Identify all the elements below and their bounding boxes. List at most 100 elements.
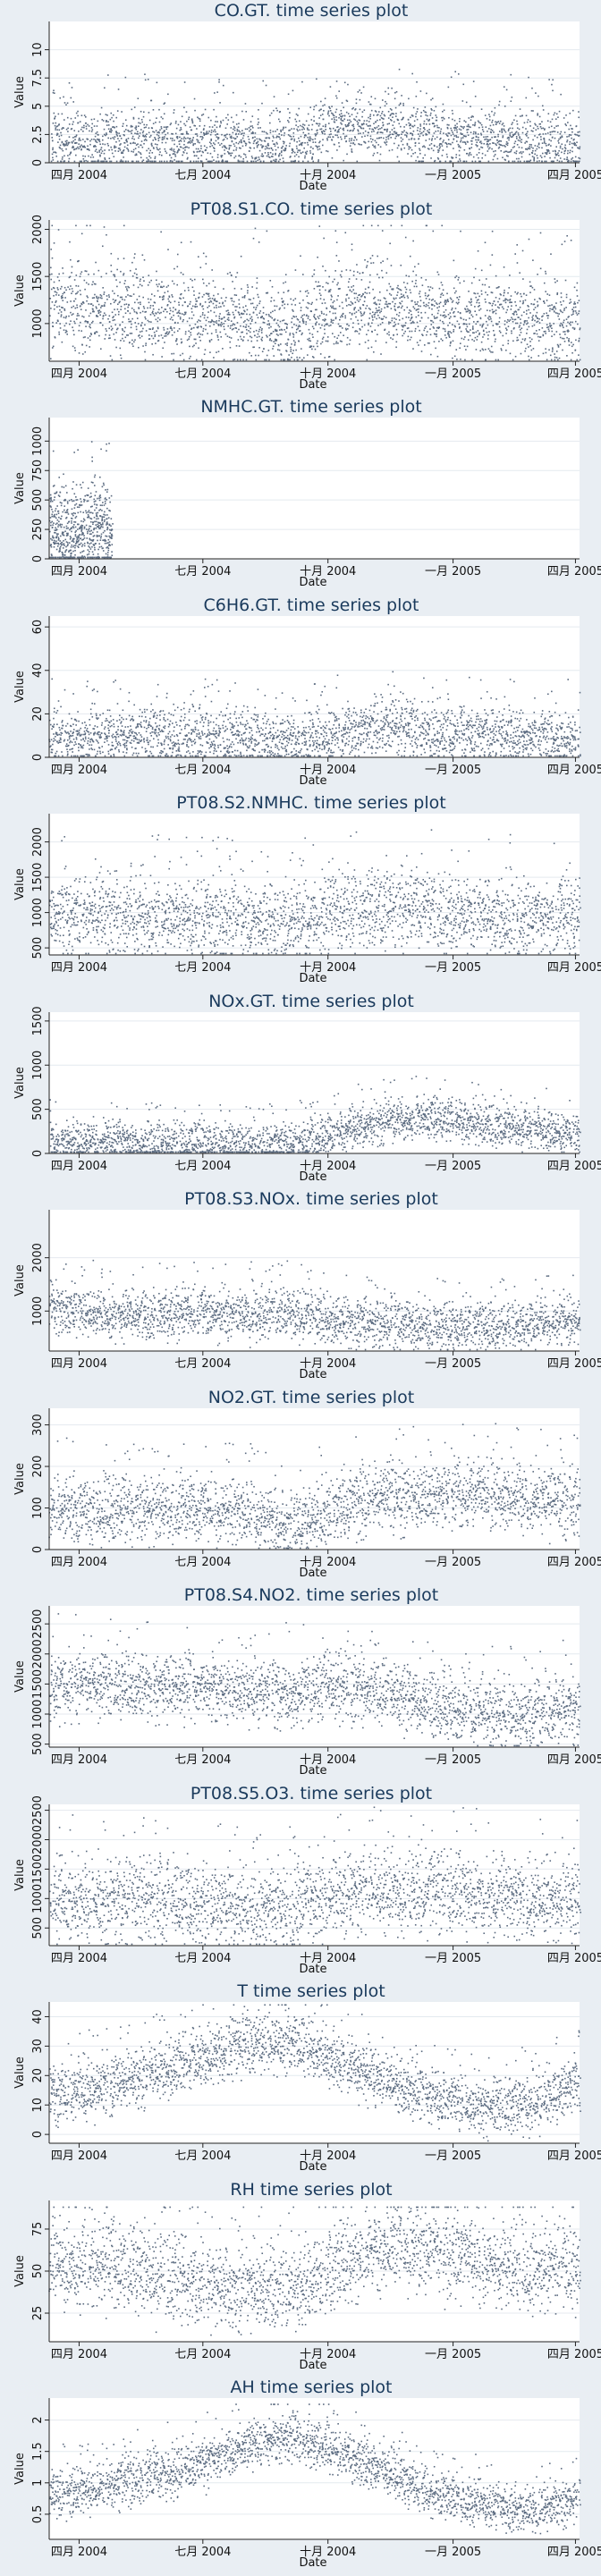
data-point <box>557 359 559 360</box>
data-point <box>295 316 297 317</box>
data-point <box>159 296 161 298</box>
data-point <box>574 145 576 147</box>
data-point <box>240 335 241 337</box>
data-point <box>155 161 157 163</box>
data-point <box>185 311 187 313</box>
data-point <box>219 125 221 127</box>
data-point <box>478 157 479 159</box>
data-point <box>437 151 439 153</box>
data-point <box>279 139 281 140</box>
data-point <box>407 295 409 297</box>
data-point <box>206 158 207 160</box>
data-point <box>164 126 165 128</box>
data-point <box>300 334 302 335</box>
data-point <box>127 294 129 296</box>
data-point <box>569 152 571 154</box>
data-point <box>317 256 318 258</box>
data-point <box>157 327 159 329</box>
data-point <box>300 142 302 144</box>
data-point <box>81 127 83 129</box>
data-point <box>396 287 398 289</box>
data-point <box>229 134 231 136</box>
data-point <box>123 224 125 226</box>
data-point <box>562 243 563 245</box>
data-point <box>158 132 160 134</box>
data-point <box>273 110 275 112</box>
data-point <box>428 289 430 291</box>
data-point <box>239 307 241 308</box>
data-point <box>61 285 63 287</box>
data-point <box>227 335 229 337</box>
data-point <box>369 125 371 127</box>
data-point <box>380 300 382 301</box>
data-point <box>109 321 111 323</box>
data-point <box>191 317 193 319</box>
data-point <box>170 138 172 139</box>
data-point <box>350 304 351 306</box>
data-point <box>537 333 538 334</box>
data-point <box>182 161 183 163</box>
x-tick-label: 七月 2004 <box>174 169 231 182</box>
data-point <box>553 161 554 163</box>
data-point <box>78 148 80 149</box>
data-point <box>442 120 444 122</box>
data-point <box>566 293 568 295</box>
data-point <box>226 138 228 139</box>
data-point <box>411 156 412 157</box>
data-point <box>116 132 118 134</box>
data-point <box>481 290 483 291</box>
data-point <box>246 313 248 315</box>
data-point <box>359 144 360 146</box>
data-point <box>379 160 381 162</box>
data-point <box>136 144 138 146</box>
data-point <box>330 299 332 300</box>
data-point <box>218 319 220 321</box>
data-point <box>514 291 516 292</box>
data-point <box>167 291 169 292</box>
data-point <box>102 317 104 319</box>
data-point <box>63 329 65 331</box>
data-point <box>443 305 444 307</box>
data-point <box>123 123 124 125</box>
data-point <box>255 308 257 310</box>
data-point <box>527 322 529 324</box>
data-point <box>268 324 270 325</box>
data-point <box>428 129 430 131</box>
data-point <box>315 133 317 135</box>
data-point <box>164 329 165 331</box>
data-point <box>272 348 274 350</box>
data-point <box>123 283 125 284</box>
data-point <box>448 139 450 140</box>
data-point <box>94 125 96 127</box>
data-point <box>53 122 55 124</box>
data-point <box>243 132 245 134</box>
data-point <box>80 149 82 151</box>
data-point <box>261 315 263 317</box>
data-point <box>464 323 466 325</box>
data-point <box>235 309 237 311</box>
data-point <box>106 299 108 300</box>
data-point <box>400 126 402 128</box>
data-point <box>241 296 243 298</box>
data-point <box>514 133 516 135</box>
data-point <box>551 327 553 329</box>
data-point <box>209 341 211 342</box>
data-point <box>124 299 126 300</box>
data-point <box>528 308 529 310</box>
data-point <box>429 123 431 125</box>
data-point <box>512 128 513 130</box>
data-point <box>114 324 116 325</box>
data-point <box>187 320 189 322</box>
data-point <box>516 244 518 246</box>
data-point <box>248 319 250 321</box>
data-point <box>385 137 387 139</box>
data-point <box>224 161 226 163</box>
data-point <box>242 138 244 139</box>
data-point <box>177 151 179 153</box>
data-point <box>181 292 182 294</box>
data-point <box>521 156 523 158</box>
data-point <box>435 139 436 140</box>
data-point <box>393 288 394 290</box>
data-point <box>537 274 538 275</box>
data-point <box>360 319 362 321</box>
